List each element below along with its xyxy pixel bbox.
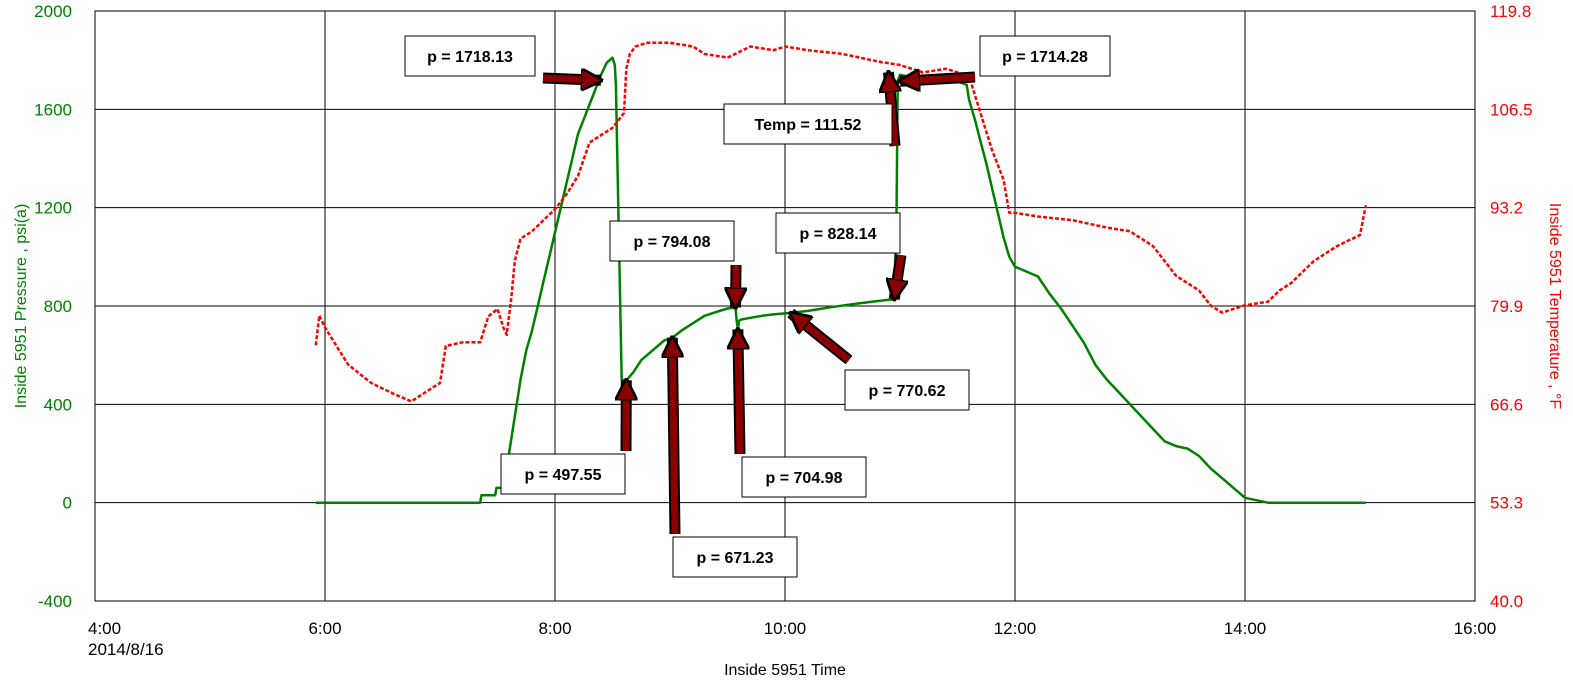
left-tick-label: -400 (38, 592, 72, 611)
right-tick-label: 53.3 (1490, 494, 1523, 513)
annotation: p = 794.08 (609, 220, 736, 307)
annotation-label: p = 794.08 (634, 234, 711, 251)
annotation: Temp = 111.52 (723, 72, 895, 147)
annotation: p = 704.98 (738, 329, 867, 498)
left-axis-ticks: -400 0 400 800 1200 1600 2000 (34, 2, 72, 611)
annotation-box (741, 456, 867, 498)
x-tick-label: 16:00 (1454, 619, 1497, 638)
annotation: p = 828.14 (775, 212, 901, 299)
annotation-layer: p = 1718.13 p = 1714.28 Temp = 111.52 p = 7… (404, 35, 1111, 578)
x-tick-label: 10:00 (764, 619, 807, 638)
annotation-label: p = 828.14 (800, 226, 877, 243)
annotation-arrow (894, 254, 901, 299)
right-tick-label: 93.2 (1490, 199, 1523, 218)
annotation-arrow (738, 329, 740, 455)
annotation-box (404, 35, 536, 77)
left-tick-label: 0 (63, 494, 72, 513)
left-axis-title: Inside 5951 Pressure , psi(a) (13, 204, 30, 409)
left-tick-label: 2000 (34, 2, 72, 21)
annotation: p = 1714.28 (900, 35, 1111, 81)
x-tick-label: 4:00 (88, 619, 121, 638)
right-tick-label: 40.0 (1490, 592, 1523, 611)
annotation: p = 671.23 (672, 338, 798, 578)
annotation-label: p = 497.55 (525, 467, 602, 484)
annotation-arrow (672, 338, 675, 535)
date-label: 2014/8/16 (88, 640, 164, 659)
annotation: p = 770.62 (791, 308, 970, 411)
annotation-box (500, 453, 626, 495)
right-tick-label: 106.5 (1490, 100, 1533, 119)
right-tick-label: 79.9 (1490, 297, 1523, 316)
left-tick-label: 400 (44, 395, 72, 414)
annotation-box (775, 212, 901, 254)
annotation-box (609, 220, 735, 262)
annotation-box (844, 369, 970, 411)
annotation-label: p = 1718.13 (427, 49, 513, 66)
annotation: p = 1718.13 (404, 35, 601, 80)
x-axis-ticks: 4:00 6:00 8:00 10:00 12:00 14:00 16:00 (88, 619, 1496, 638)
left-tick-label: 1200 (34, 199, 72, 218)
x-axis-title: Inside 5951 Time (724, 662, 846, 679)
annotation-arrow (542, 78, 601, 80)
annotation-label: p = 1714.28 (1002, 49, 1088, 66)
temperature-series-line (314, 41, 1368, 403)
annotation-label: p = 770.62 (869, 383, 946, 400)
annotation-box (672, 536, 798, 578)
pressure-series-line (315, 56, 1366, 504)
annotation-arrow (900, 77, 976, 81)
right-axis-title: Inside 5951 Temperature , °F (1546, 203, 1563, 409)
annotation-label: p = 704.98 (766, 470, 843, 487)
annotation: p = 497.55 (500, 380, 626, 495)
x-tick-label: 8:00 (538, 619, 571, 638)
annotation-arrow (791, 313, 852, 363)
annotation-label: Temp = 111.52 (755, 117, 862, 134)
annotation-box (723, 103, 893, 145)
right-tick-label: 66.6 (1490, 395, 1523, 414)
left-tick-label: 1600 (34, 100, 72, 119)
annotation-box (979, 35, 1111, 77)
left-tick-label: 800 (44, 297, 72, 316)
x-tick-label: 12:00 (994, 619, 1037, 638)
right-axis-ticks: 40.0 53.3 66.6 79.9 93.2 106.5 119.8 (1490, 2, 1533, 611)
x-tick-label: 14:00 (1224, 619, 1267, 638)
right-tick-label: 119.8 (1490, 2, 1531, 21)
x-tick-label: 6:00 (308, 619, 341, 638)
series-layer (314, 41, 1368, 504)
annotation-label: p = 671.23 (697, 550, 774, 567)
